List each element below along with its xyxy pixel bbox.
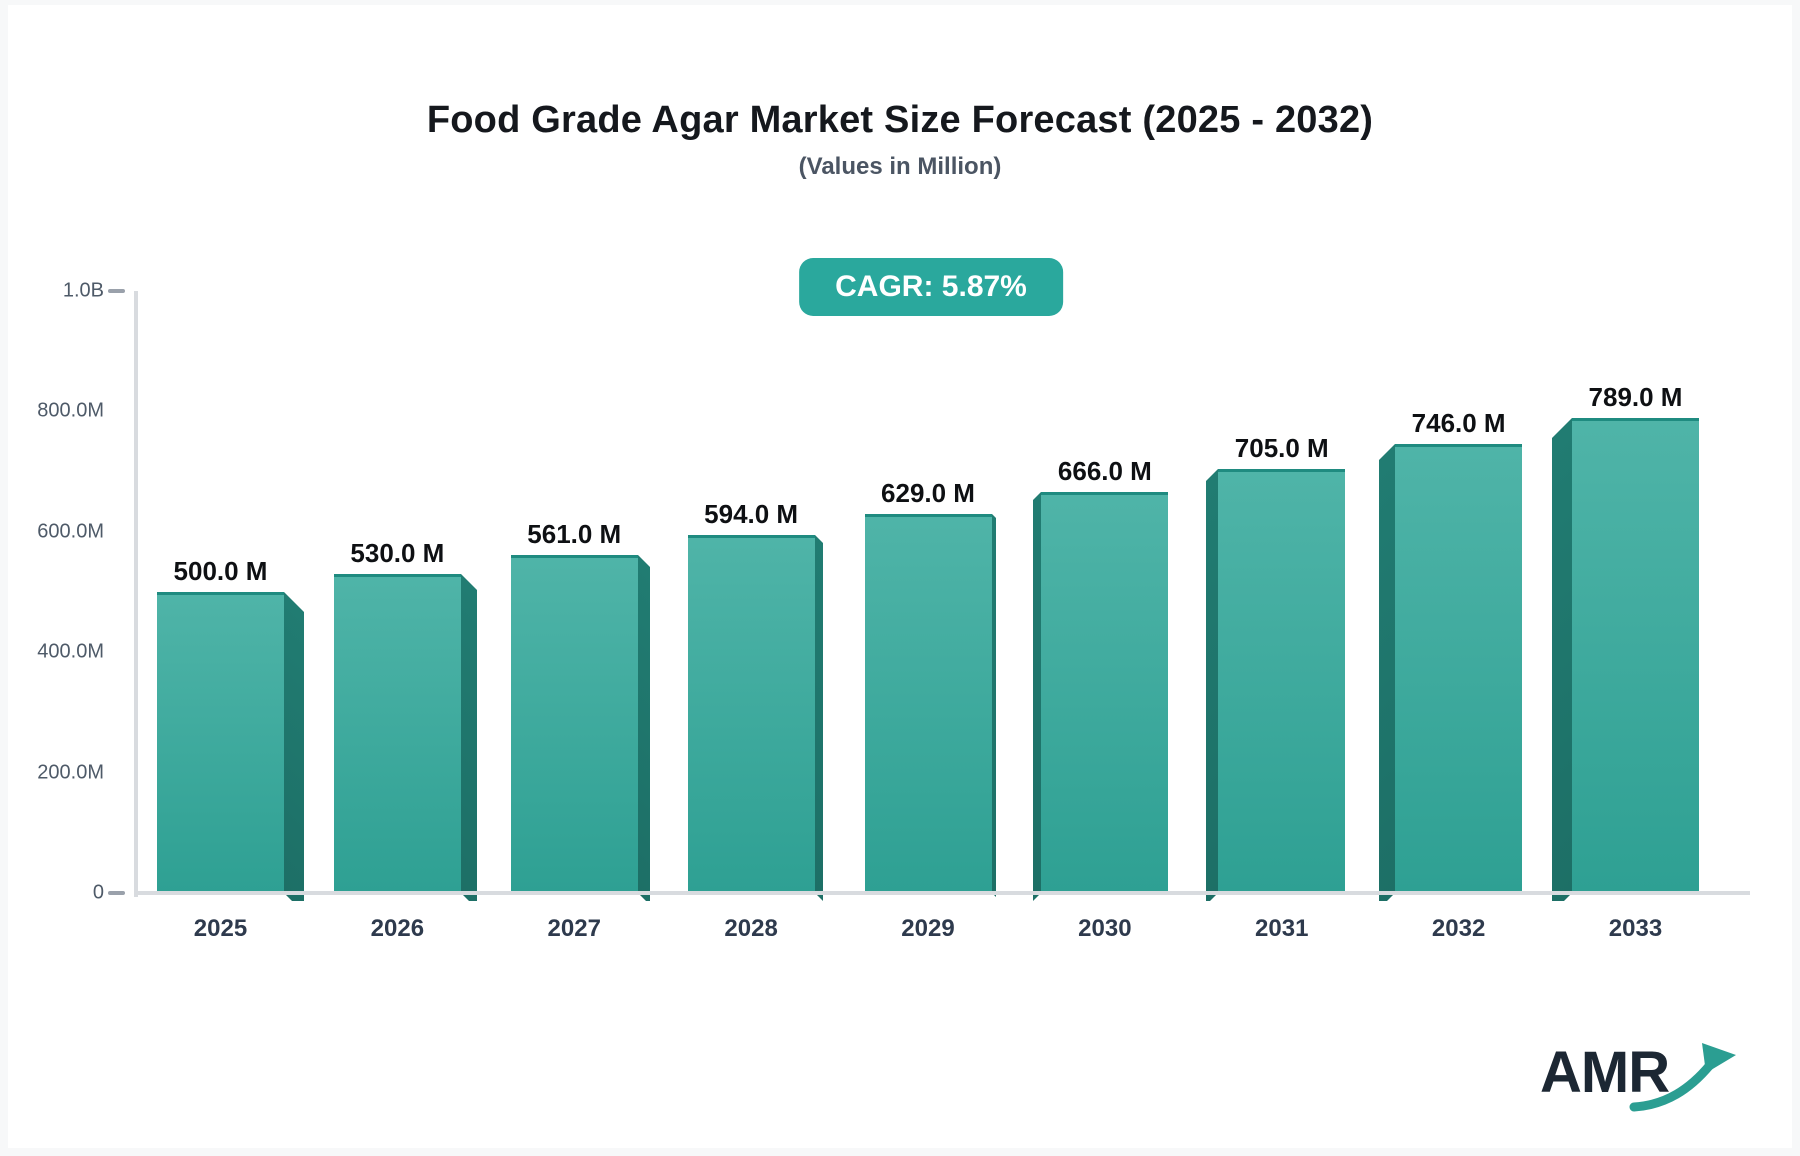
x-axis-category-label: 2028 bbox=[724, 915, 778, 942]
bar-front-face bbox=[510, 555, 638, 893]
bar-front-face bbox=[157, 592, 284, 893]
bar-value-label: 561.0 M bbox=[527, 519, 622, 550]
y-axis-tick-label: 800.0M bbox=[37, 399, 104, 422]
bar-2031 bbox=[1206, 468, 1346, 901]
bar-value-label: 666.0 M bbox=[1057, 456, 1152, 487]
bar-front-face bbox=[1041, 492, 1169, 893]
bar-2026 bbox=[333, 573, 477, 901]
bar-value-label: 705.0 M bbox=[1234, 432, 1329, 463]
brand-logo-text: AMR bbox=[1540, 1040, 1670, 1105]
x-axis-category-label: 2029 bbox=[901, 915, 955, 942]
bar-side-face bbox=[1033, 492, 1042, 901]
bar-2032 bbox=[1379, 443, 1523, 901]
x-axis-category-label: 2026 bbox=[370, 915, 425, 942]
x-axis-category-label: 2031 bbox=[1255, 915, 1309, 942]
bar-side-face bbox=[1379, 443, 1396, 901]
bar-value-label: 500.0 M bbox=[173, 556, 268, 586]
cagr-badge: CAGR: 5.87% bbox=[799, 258, 1063, 316]
trending-up-arrow-icon bbox=[1629, 1043, 1736, 1112]
chart-subtitle: (Values in Million) bbox=[798, 153, 1002, 180]
bar-side-face bbox=[1552, 418, 1572, 901]
x-axis-category-label: 2030 bbox=[1078, 915, 1132, 942]
x-axis-category-label: 2033 bbox=[1608, 915, 1663, 942]
bar-front-face bbox=[1572, 418, 1699, 893]
bar-side-face bbox=[460, 573, 477, 901]
bar-front-face bbox=[864, 514, 992, 893]
x-axis-category-label: 2032 bbox=[1431, 915, 1486, 942]
brand-logo: AMR bbox=[1540, 1039, 1736, 1119]
chart-title: Food Grade Agar Market Size Forecast (20… bbox=[426, 99, 1374, 141]
y-axis-tick-dash bbox=[108, 891, 125, 895]
x-axis-category-label: 2027 bbox=[547, 915, 601, 942]
bar-side-face bbox=[991, 514, 996, 897]
x-axis-baseline bbox=[134, 891, 1750, 895]
y-axis-tick-label: 400.0M bbox=[37, 640, 104, 663]
bar-2025 bbox=[157, 592, 304, 901]
bar-2033 bbox=[1552, 418, 1699, 901]
y-axis-tick-label: 600.0M bbox=[37, 520, 104, 543]
bar-front-face bbox=[687, 535, 815, 893]
y-axis-line bbox=[134, 291, 138, 897]
bar-front-face bbox=[1395, 443, 1523, 893]
x-axis-category-label: 2025 bbox=[193, 915, 248, 942]
y-axis-tick-label: 1.0B bbox=[62, 279, 104, 302]
bar-value-label: 629.0 M bbox=[881, 478, 975, 509]
y-axis-tick-label: 0 bbox=[92, 881, 104, 904]
bar-2029 bbox=[864, 514, 996, 901]
chart-card: Food Grade Agar Market Size Forecast (20… bbox=[8, 5, 1792, 1148]
bar-value-label: 789.0 M bbox=[1588, 382, 1683, 413]
bar-side-face bbox=[637, 555, 650, 901]
y-axis-tick-dash bbox=[108, 289, 125, 293]
bar-front-face bbox=[333, 573, 461, 893]
y-axis-tick-label: 200.0M bbox=[37, 761, 104, 784]
bar-2028 bbox=[687, 535, 823, 901]
bar-front-face bbox=[1218, 468, 1346, 893]
bar-2030 bbox=[1033, 492, 1169, 901]
bar-side-face bbox=[284, 592, 304, 901]
bar-2027 bbox=[510, 555, 650, 901]
bar-value-label: 746.0 M bbox=[1411, 407, 1506, 438]
bar-value-label: 594.0 M bbox=[704, 499, 799, 530]
bar-value-label: 530.0 M bbox=[350, 537, 445, 568]
bar-side-face bbox=[814, 535, 823, 901]
bar-side-face bbox=[1206, 468, 1219, 901]
